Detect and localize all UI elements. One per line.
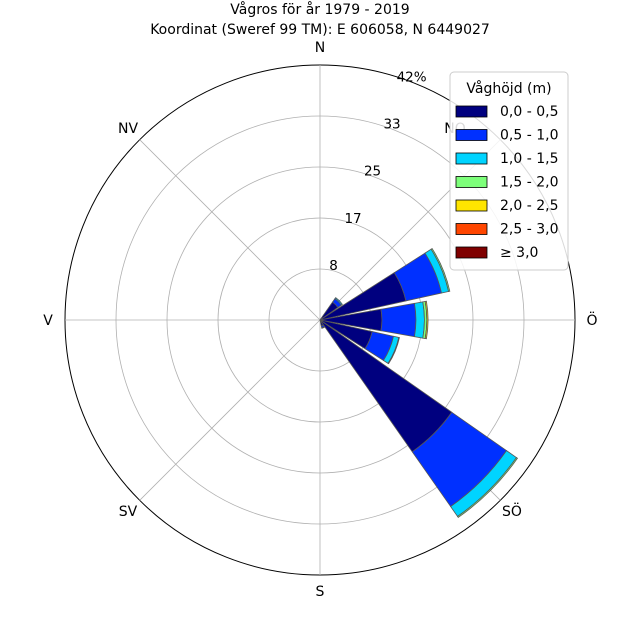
sector-bar [414,301,425,339]
sector-bar [430,248,451,292]
grid-spoke [139,139,321,321]
legend: Våghöjd (m) 0,0 - 0,5 0,5 - 1,0 1,0 - 1,5 1… [449,71,569,271]
legend-label: 2,0 - 2,5 [500,198,558,214]
radial-tick-label: 33 [383,117,400,133]
legend-swatch [455,223,488,235]
direction-label: SV [119,504,138,520]
legend-items: 0,0 - 0,5 0,5 - 1,0 1,0 - 1,5 1,5 - 2,0 2,0 … [455,104,558,261]
sector-bar [424,300,429,340]
legend-label: 0,0 - 0,5 [500,104,558,120]
direction-label: S [316,584,325,600]
sector-bar [387,337,400,365]
radial-tick-label: 17 [344,211,361,227]
legend-label: 0,5 - 1,0 [500,128,558,144]
legend-label: ≥ 3,0 [500,245,538,261]
legend-label: 2,5 - 3,0 [500,222,558,238]
sector-bar [334,297,343,306]
legend-label: 1,5 - 2,0 [500,175,558,191]
legend-title: Våghöjd (m) [466,80,551,97]
legend-swatch [455,176,488,188]
direction-label: Ö [586,311,597,329]
radial-tick-label: 8 [329,258,338,274]
chart-subtitle: Koordinat (Sweref 99 TM): E 606058, N 64… [150,22,490,38]
direction-label: V [43,313,53,329]
legend-swatch [455,129,488,141]
legend-swatch [455,199,488,212]
sector-bar [321,326,326,329]
sector-bar [456,456,519,519]
legend-swatch [455,152,488,165]
direction-label: N [315,40,325,56]
legend-swatch [455,105,488,118]
sector-bar [380,302,417,338]
direction-label: SÖ [502,502,522,520]
radial-tick-label: 42% [397,69,427,85]
radial-tick-labels: 8 17 25 33 42% [329,69,427,273]
direction-label: NV [118,121,138,137]
legend-box [449,71,569,271]
legend-swatch [455,246,488,259]
legend-label: 1,0 - 1,5 [500,151,558,167]
chart-title: Vågros för år 1979 - 2019 [230,1,409,18]
grid-spoke [139,319,321,501]
sector-group [319,248,519,519]
radial-tick-label: 25 [364,164,381,180]
